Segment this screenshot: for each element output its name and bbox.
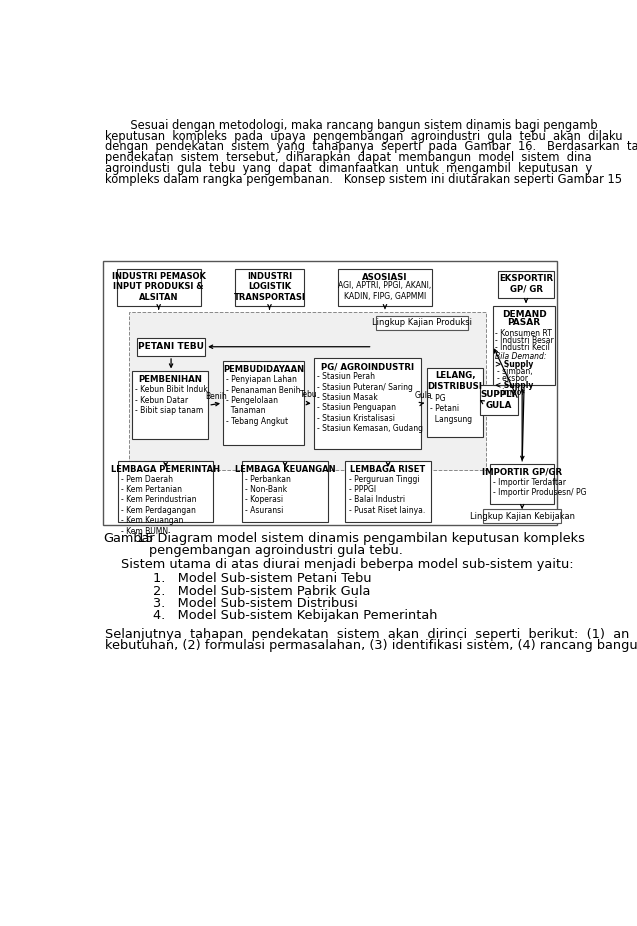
FancyBboxPatch shape	[498, 270, 554, 298]
Text: - ekspor: - ekspor	[497, 374, 528, 382]
FancyBboxPatch shape	[242, 461, 327, 522]
Text: kompleks dalam rangka pengembanan.   Konsep sistem ini diutarakan seperti Gambar: kompleks dalam rangka pengembanan. Konse…	[105, 173, 622, 186]
Text: agroindusti  gula  tebu  yang  dapat  dimanfaatkan  untuk  mengambil  keputusan : agroindusti gula tebu yang dapat dimanfa…	[105, 162, 592, 175]
Text: - PG
- Petani
  Langsung: - PG - Petani Langsung	[430, 394, 472, 423]
Text: dengan  pendekatan  sistem  yang  tahapanya  seperti  pada  Gambar  16.   Berdas: dengan pendekatan sistem yang tahapanya …	[105, 141, 637, 154]
Text: pendekatan  sistem  tersebut,  diharapkan  dapat  membangun  model  sistem  dina: pendekatan sistem tersebut, diharapkan d…	[105, 151, 592, 164]
Text: LEMBAGA RISET: LEMBAGA RISET	[350, 465, 426, 473]
FancyBboxPatch shape	[490, 464, 554, 504]
Text: Sistem utama di atas diurai menjadi beberpa model sub-sistem yaitu:: Sistem utama di atas diurai menjadi bebe…	[122, 558, 574, 571]
Text: PEMBENIHAN: PEMBENIHAN	[138, 375, 202, 384]
Text: Bila Demand:: Bila Demand:	[495, 352, 547, 361]
Text: < Supply: < Supply	[495, 382, 533, 391]
Text: AGI, APTRI, PPGI, AKANI,
KADIN, FIPG, GAPMMI: AGI, APTRI, PPGI, AKANI, KADIN, FIPG, GA…	[338, 282, 432, 301]
FancyBboxPatch shape	[234, 269, 304, 306]
FancyBboxPatch shape	[483, 509, 561, 523]
FancyBboxPatch shape	[338, 269, 433, 306]
Text: 3.   Model Sub-sistem Distribusi: 3. Model Sub-sistem Distribusi	[154, 597, 358, 610]
Text: - impor: - impor	[497, 388, 525, 397]
Text: - Pem Daerah
- Kem Pertanian
- Kem Perindustrian
- Kem Perdagangan
- Kem Keuanga: - Pem Daerah - Kem Pertanian - Kem Perin…	[122, 474, 197, 535]
Text: Lingkup Kajian Kebijakan: Lingkup Kajian Kebijakan	[469, 512, 575, 520]
Text: 1.   Model Sub-sistem Petani Tebu: 1. Model Sub-sistem Petani Tebu	[154, 572, 372, 585]
FancyBboxPatch shape	[345, 461, 431, 522]
Text: Tebu: Tebu	[300, 390, 318, 399]
Text: - Perguruan Tinggi
- PPPGI
- Balai Industri
- Pusat Riset lainya.: - Perguruan Tinggi - PPPGI - Balai Indus…	[348, 474, 425, 515]
Text: Gambar: Gambar	[103, 532, 155, 545]
Text: LEMBAGA PEMERINTAH: LEMBAGA PEMERINTAH	[111, 465, 220, 473]
Text: PG/ AGROINDUSTRI: PG/ AGROINDUSTRI	[320, 362, 413, 371]
Text: - Industri Besar: - Industri Besar	[495, 336, 554, 345]
Text: - Penyiapan Lahan
- Penanaman Benih
- Pengelolaan
  Tanaman
- Tebang Angkut: - Penyiapan Lahan - Penanaman Benih - Pe…	[226, 375, 301, 426]
Text: - Importir Terdaftar
- Importir Produsesn/ PG: - Importir Terdaftar - Importir Produses…	[492, 478, 586, 497]
Text: - simpan,: - simpan,	[497, 367, 533, 376]
Text: > Supply: > Supply	[495, 360, 533, 369]
Text: INDUSTRI PEMASOK
INPUT PRODUKSI &
ALSITAN: INDUSTRI PEMASOK INPUT PRODUKSI & ALSITA…	[111, 272, 206, 302]
Text: PASAR: PASAR	[508, 319, 541, 327]
Text: - Stasiun Perah
- Stasiun Puteran/ Saring
- Stasiun Masak
- Stasiun Penguapan
- : - Stasiun Perah - Stasiun Puteran/ Sarin…	[317, 372, 423, 433]
Text: LEMBAGA KEUANGAN: LEMBAGA KEUANGAN	[234, 465, 335, 473]
FancyBboxPatch shape	[223, 361, 304, 444]
Text: - Konsumen RT: - Konsumen RT	[495, 329, 552, 338]
Text: Benih: Benih	[204, 393, 227, 401]
Text: Gula: Gula	[415, 391, 433, 400]
Text: 4.   Model Sub-sistem Kebijakan Pemerintah: 4. Model Sub-sistem Kebijakan Pemerintah	[154, 609, 438, 622]
Text: pengembangan agroindustri gula tebu.: pengembangan agroindustri gula tebu.	[149, 544, 403, 557]
Text: Selanjutnya  tahapan  pendekatan  sistem  akan  dirinci  seperti  berikut:  (1) : Selanjutnya tahapan pendekatan sistem ak…	[105, 628, 629, 641]
Text: - Industri Kecil: - Industri Kecil	[495, 343, 550, 352]
FancyBboxPatch shape	[132, 371, 208, 439]
Text: PETANI TEBU: PETANI TEBU	[138, 343, 204, 351]
FancyBboxPatch shape	[129, 312, 486, 469]
FancyBboxPatch shape	[376, 316, 468, 330]
FancyBboxPatch shape	[137, 337, 205, 356]
Text: SUPPLY
GULA: SUPPLY GULA	[480, 390, 517, 409]
Text: Sesuai dengan metodologi, maka rancang bangun sistem dinamis bagi pengamb: Sesuai dengan metodologi, maka rancang b…	[105, 119, 598, 131]
Text: Lingkup Kajian Produksi: Lingkup Kajian Produksi	[372, 319, 472, 328]
FancyBboxPatch shape	[492, 306, 555, 385]
Text: IMPORTIR GP/GR: IMPORTIR GP/GR	[482, 468, 562, 477]
Text: INDUSTRI
LOGISTIK
TRANSPORTASI: INDUSTRI LOGISTIK TRANSPORTASI	[234, 272, 305, 302]
Text: kebutuhan, (2) formulasi permasalahan, (3) identifikasi sistem, (4) rancang bang: kebutuhan, (2) formulasi permasalahan, (…	[105, 639, 637, 652]
Text: - Kebun Bibit Induk
- Kebun Datar
- Bibit siap tanam: - Kebun Bibit Induk - Kebun Datar - Bibi…	[136, 385, 208, 415]
FancyBboxPatch shape	[480, 385, 519, 415]
FancyBboxPatch shape	[117, 269, 201, 306]
Text: PEMBUDIDAYAAN: PEMBUDIDAYAAN	[223, 365, 304, 374]
Text: LELANG,
DISTRIBUSI: LELANG, DISTRIBUSI	[427, 371, 483, 391]
FancyBboxPatch shape	[313, 358, 420, 449]
Text: 15 Diagram model sistem dinamis pengambilan keputusan kompleks: 15 Diagram model sistem dinamis pengambi…	[137, 532, 585, 545]
Text: - Perbankan
- Non-Bank
- Koperasi
- Asuransi: - Perbankan - Non-Bank - Koperasi - Asur…	[245, 474, 291, 515]
FancyBboxPatch shape	[118, 461, 213, 522]
Text: ASOSIASI: ASOSIASI	[362, 273, 408, 282]
Text: EKSPORTIR
GP/ GR: EKSPORTIR GP/ GR	[499, 274, 553, 294]
FancyBboxPatch shape	[103, 261, 557, 525]
Text: keputusan  kompleks  pada  upaya  pengembangan  agroindustri  gula  tebu  akan  : keputusan kompleks pada upaya pengembang…	[105, 130, 623, 143]
Text: DEMAND: DEMAND	[502, 310, 547, 319]
Text: 2.   Model Sub-sistem Pabrik Gula: 2. Model Sub-sistem Pabrik Gula	[154, 584, 371, 597]
FancyBboxPatch shape	[427, 368, 483, 437]
